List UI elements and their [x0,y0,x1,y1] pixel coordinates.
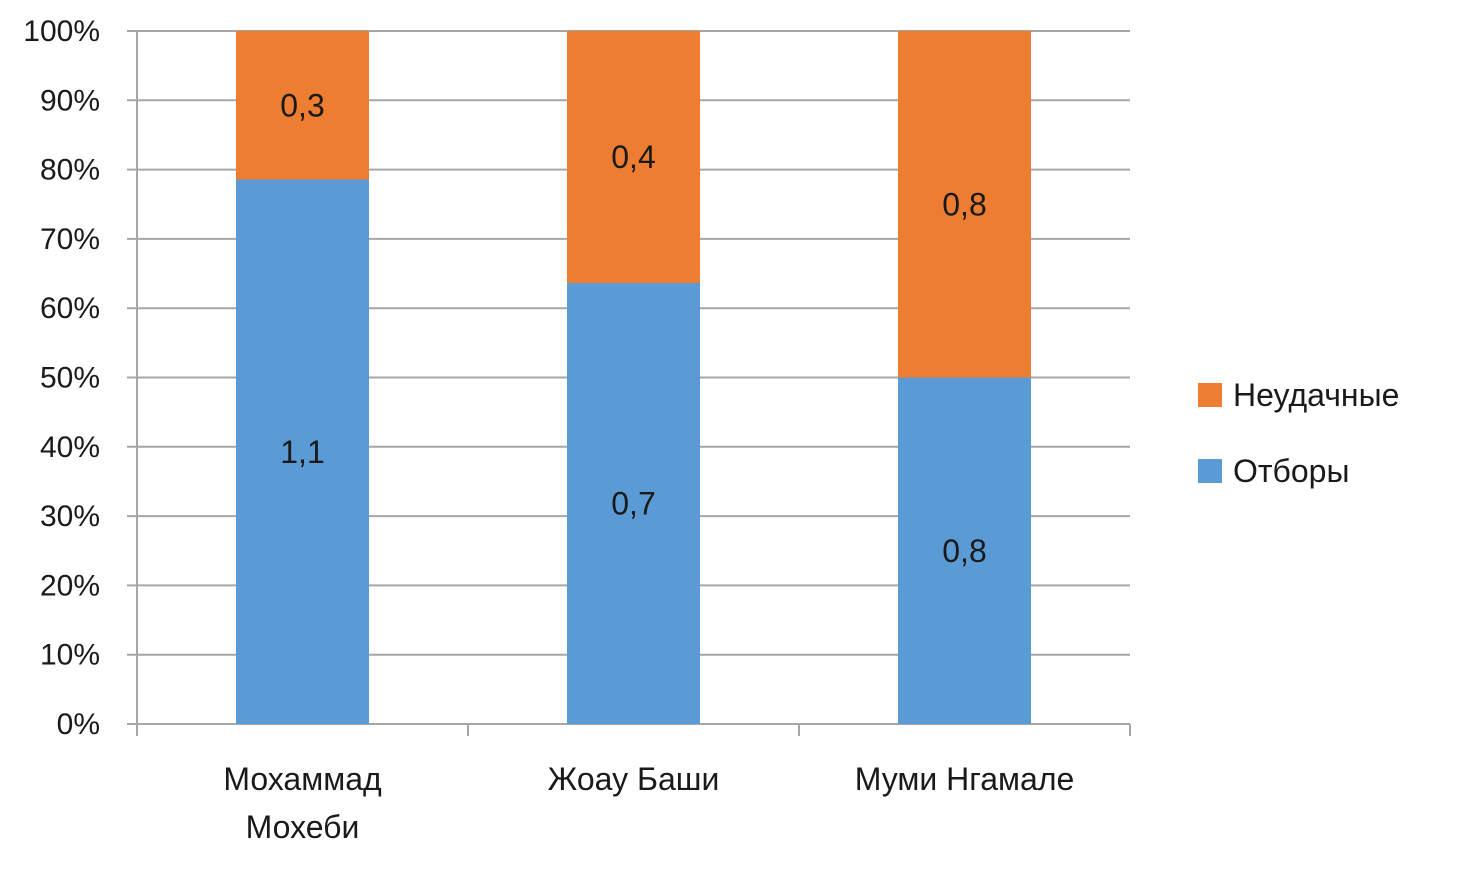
data-label: 0,8 [942,186,986,222]
bar-segment-otbory [236,179,369,724]
x-category-label: Мохаммад [223,761,382,797]
data-label: 0,7 [611,486,655,522]
data-label: 0,8 [942,533,986,569]
x-category-label: Муми Нгамале [855,761,1075,797]
bar-segment-neudachnye [567,31,700,283]
x-category-label: Жоау Баши [548,761,720,797]
y-tick-label: 60% [40,292,100,325]
y-tick-label: 90% [40,84,100,117]
data-label: 0,4 [611,139,655,175]
bar-segment-neudachnye [236,31,369,180]
y-tick-label: 50% [40,362,100,395]
legend-label: Неудачные [1233,377,1399,413]
y-tick-label: 30% [40,500,100,533]
data-label: 0,3 [280,87,324,123]
y-tick-label: 0% [57,708,100,741]
bar-segment-otbory [898,377,1031,724]
bar-segment-otbory [567,283,700,724]
bar-segment-neudachnye [898,31,1031,378]
y-tick-label: 100% [23,15,100,48]
legend-swatch [1198,459,1222,483]
y-tick-label: 40% [40,431,100,464]
y-tick-label: 70% [40,223,100,256]
legend-label: Отборы [1233,453,1349,489]
y-tick-label: 20% [40,569,100,602]
legend-swatch [1198,383,1222,407]
y-tick-label: 80% [40,154,100,187]
y-tick-label: 10% [40,639,100,672]
data-label: 1,1 [280,434,324,470]
x-category-label: Мохеби [246,809,360,845]
